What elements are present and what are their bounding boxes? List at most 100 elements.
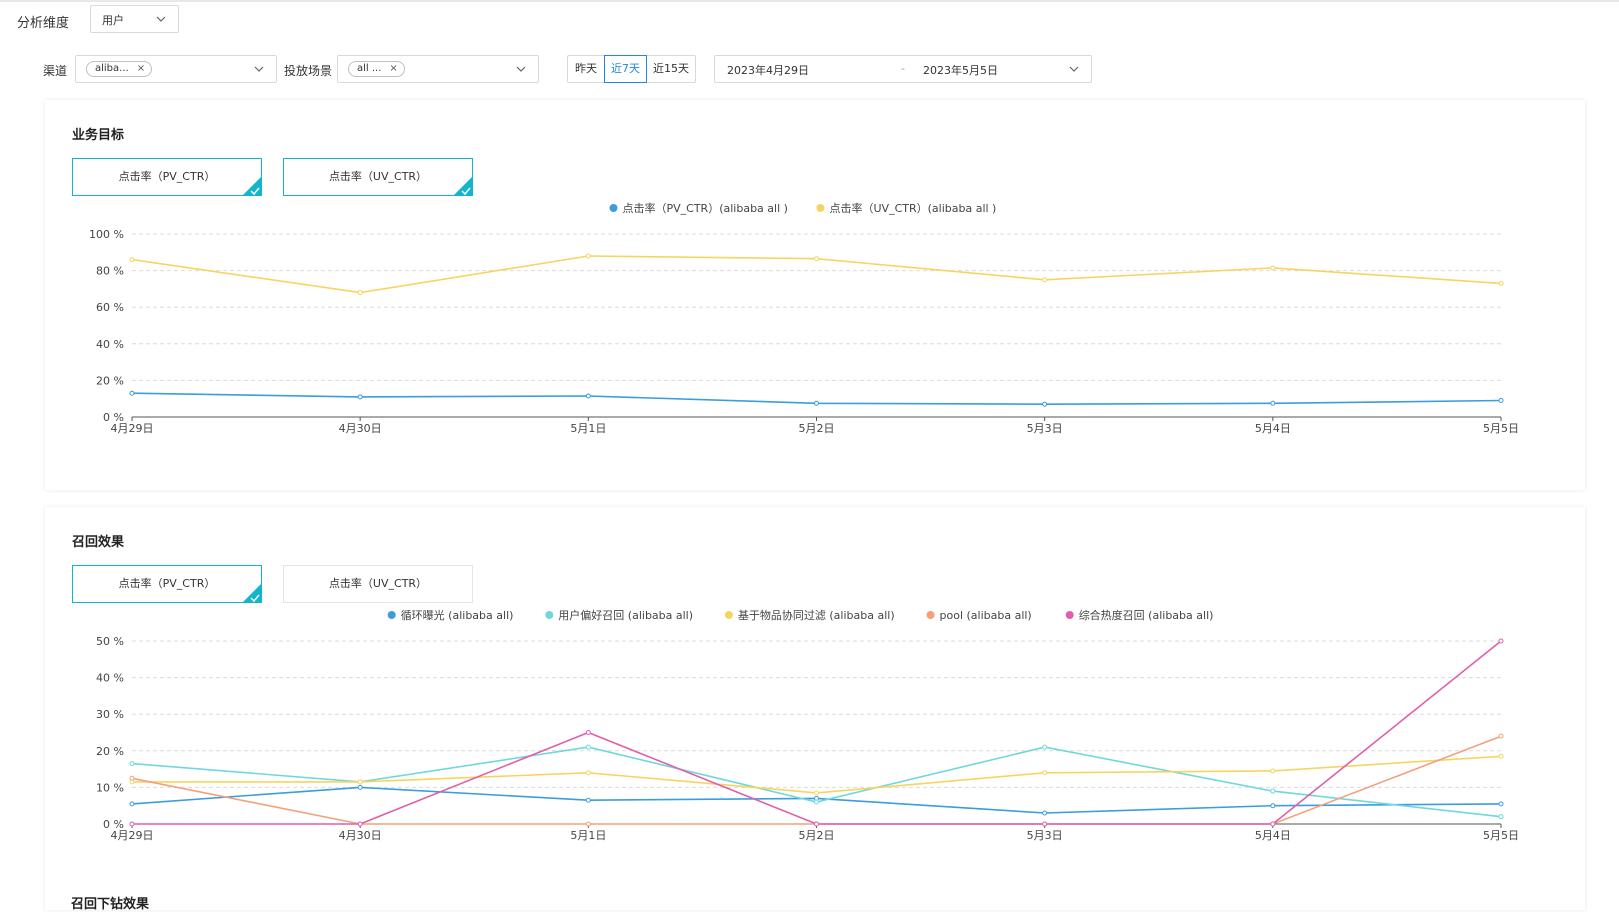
x-tick-label: 4月29日	[111, 829, 154, 842]
y-tick-label: 40 %	[96, 338, 124, 351]
data-point[interactable]	[1498, 801, 1504, 807]
data-point[interactable]	[1270, 400, 1276, 406]
metric-card-uv-ctr[interactable]: 点击率（UV_CTR）	[283, 158, 473, 196]
y-tick-label: 0 %	[103, 411, 124, 424]
data-point[interactable]	[585, 744, 591, 750]
chevron-down-icon	[254, 66, 264, 72]
data-point[interactable]	[1042, 821, 1048, 827]
data-point[interactable]	[1270, 821, 1276, 827]
data-point[interactable]	[814, 256, 819, 262]
range-7days-button[interactable]: 近7天	[604, 55, 647, 83]
top-divider	[0, 0, 1619, 2]
x-tick-label: 5月3日	[1027, 829, 1063, 842]
legend-marker	[609, 204, 618, 212]
legend-item[interactable]: pool (alibaba all)	[926, 609, 1032, 622]
x-tick-label: 5月1日	[570, 829, 606, 842]
y-tick-label: 10 %	[96, 781, 124, 794]
data-point[interactable]	[585, 730, 591, 735]
data-point[interactable]	[814, 790, 819, 796]
check-icon	[242, 176, 262, 196]
metric-card-pv-ctr[interactable]: 点击率（PV_CTR）	[72, 565, 262, 603]
data-point[interactable]	[1498, 733, 1504, 739]
data-point[interactable]	[129, 390, 135, 396]
metric-card-uv-ctr[interactable]: 点击率（UV_CTR）	[283, 565, 473, 603]
legend-marker	[1065, 611, 1074, 619]
data-point[interactable]	[1270, 265, 1276, 271]
data-point[interactable]	[1042, 770, 1048, 776]
date-range-picker[interactable]: 2023年4月29日 - 2023年5月5日	[714, 55, 1092, 83]
data-point[interactable]	[814, 821, 819, 827]
data-point[interactable]	[1498, 398, 1504, 404]
x-tick-label: 5月4日	[1255, 829, 1291, 842]
data-point[interactable]	[129, 761, 135, 767]
y-tick-label: 20 %	[96, 374, 124, 387]
scene-tag-label: all ...	[357, 63, 382, 74]
data-point[interactable]	[357, 821, 363, 827]
close-icon[interactable]: ×	[136, 63, 146, 74]
scene-label: 投放场景	[284, 64, 333, 78]
data-point[interactable]	[357, 784, 363, 790]
data-point[interactable]	[129, 775, 135, 781]
legend-item[interactable]: 基于物品协同过滤 (alibaba all)	[724, 608, 895, 622]
x-tick-label: 5月5日	[1483, 422, 1519, 435]
channel-label: 渠道	[43, 64, 68, 78]
recall-effect-line-chart: 循环曝光 (alibaba all) 用户偏好召回 (alibaba all) 基于…	[96, 608, 1519, 842]
data-point[interactable]	[357, 394, 363, 400]
date-end[interactable]: 2023年5月5日	[923, 64, 998, 77]
data-point[interactable]	[585, 393, 591, 399]
check-icon	[242, 583, 262, 603]
channel-tag-label: aliba...	[95, 63, 129, 74]
data-point[interactable]	[129, 821, 135, 827]
legend-marker	[387, 611, 396, 619]
legend-label: 基于物品协同过滤 (alibaba all)	[738, 608, 895, 622]
data-point[interactable]	[585, 770, 591, 776]
data-point[interactable]	[129, 257, 135, 263]
data-point[interactable]	[1270, 803, 1276, 809]
chevron-down-icon	[516, 66, 526, 72]
data-point[interactable]	[1270, 788, 1276, 794]
range-yesterday-button[interactable]: 昨天	[567, 55, 605, 83]
data-point[interactable]	[1498, 638, 1504, 644]
data-point[interactable]	[814, 400, 819, 406]
x-tick-label: 5月2日	[799, 422, 835, 435]
data-point[interactable]	[1042, 277, 1048, 283]
legend-item[interactable]: 综合热度召回 (alibaba all)	[1065, 608, 1214, 622]
data-point[interactable]	[1498, 280, 1504, 286]
legend-label: 循环曝光 (alibaba all)	[401, 608, 514, 622]
y-tick-label: 30 %	[96, 708, 124, 721]
data-point[interactable]	[357, 290, 363, 296]
legend-item[interactable]: 用户偏好召回 (alibaba all)	[545, 608, 693, 622]
data-point[interactable]	[1498, 753, 1504, 759]
y-tick-label: 40 %	[96, 672, 124, 685]
x-tick-label: 4月29日	[111, 422, 154, 435]
chevron-down-icon	[156, 16, 166, 22]
data-point[interactable]	[1042, 744, 1048, 750]
close-icon[interactable]: ×	[389, 63, 398, 74]
x-tick-label: 4月30日	[339, 422, 382, 435]
legend-item[interactable]: 点击率（PV_CTR）(alibaba all )	[609, 201, 788, 215]
legend-item[interactable]: 循环曝光 (alibaba all)	[387, 608, 514, 622]
legend-label: 综合热度召回 (alibaba all)	[1079, 608, 1214, 622]
data-point[interactable]	[585, 253, 591, 259]
range-15days-button[interactable]: 近15天	[646, 55, 696, 83]
business-goal-panel: 业务目标 点击率（PV_CTR） 点击率（UV_CTR） 点击率（PV_CTR）…	[45, 100, 1585, 490]
date-separator: -	[901, 62, 905, 75]
channel-select[interactable]: aliba... ×	[75, 55, 277, 83]
scene-select[interactable]: all ... ×	[337, 55, 539, 83]
metric-card-pv-ctr[interactable]: 点击率（PV_CTR）	[72, 158, 262, 196]
recall-effect-panel: 召回效果 点击率（PV_CTR） 点击率（UV_CTR） 循环曝光 (aliba…	[45, 507, 1585, 910]
data-point[interactable]	[585, 821, 591, 827]
data-point[interactable]	[814, 799, 819, 805]
data-point[interactable]	[1042, 810, 1048, 816]
y-tick-label: 60 %	[96, 301, 124, 314]
legend-item[interactable]: 点击率（UV_CTR）(alibaba all )	[816, 201, 997, 215]
channel-tag: aliba... ×	[86, 61, 153, 77]
data-point[interactable]	[129, 801, 135, 807]
data-point[interactable]	[357, 779, 363, 785]
data-point[interactable]	[1270, 768, 1276, 774]
data-point[interactable]	[1498, 814, 1504, 820]
data-point[interactable]	[585, 797, 591, 803]
date-start[interactable]: 2023年4月29日	[727, 64, 809, 77]
data-point[interactable]	[1042, 401, 1048, 407]
dimension-select[interactable]: 用户	[90, 5, 179, 33]
